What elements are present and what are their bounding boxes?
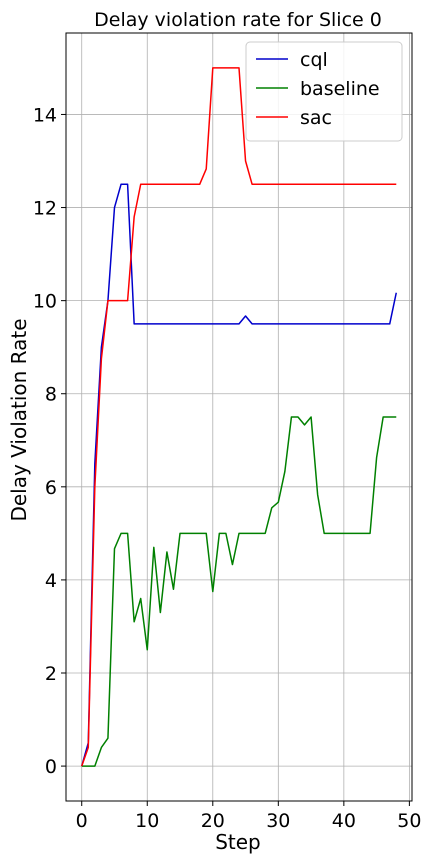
series-line-baseline [81,416,397,767]
y-axis: 0 2 4 6 8 10 12 14 [33,104,66,778]
series-layer [81,67,398,767]
y-tick-label: 14 [33,104,57,126]
x-tick-label: 50 [397,810,421,832]
series-line-cql [81,183,398,767]
legend-label-sac: sac [300,107,332,129]
y-tick-label: 6 [45,477,57,499]
x-tick-label: 40 [332,810,356,832]
plot-frame [65,32,413,802]
x-axis-label: Step [215,830,261,854]
y-tick-label: 0 [45,756,57,778]
series-line-sac [81,67,397,767]
y-tick-label: 8 [45,384,57,406]
x-tick-label: 0 [76,810,88,832]
legend-label-cql: cql [300,49,328,71]
x-tick-label: 10 [135,810,159,832]
plot-area [66,33,412,801]
y-tick-label: 12 [33,198,57,220]
y-axis-label: Delay Violation Rate [7,318,31,521]
x-tick-label: 30 [266,810,290,832]
chart-title: Delay violation rate for Slice 0 [94,9,382,31]
y-tick-label: 10 [33,291,57,313]
y-tick-label: 2 [45,663,57,685]
x-axis: 0 10 20 30 40 50 [76,801,421,832]
legend-label-baseline: baseline [300,78,380,100]
x-tick-label: 20 [201,810,225,832]
legend: cql baseline sac [245,41,403,142]
y-tick-label: 4 [45,570,57,592]
